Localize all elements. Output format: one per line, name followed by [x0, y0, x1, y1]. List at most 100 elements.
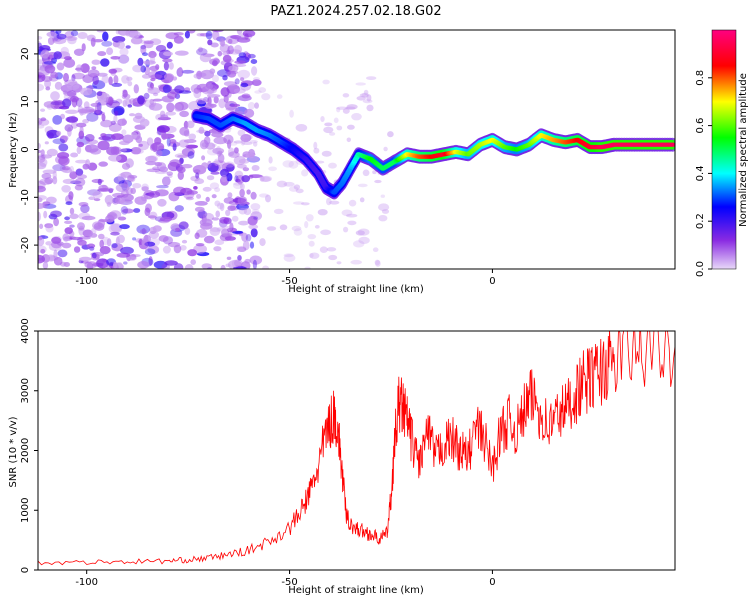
- x-tick-label: -100: [75, 577, 98, 588]
- heatmap-noise-cell: [351, 113, 362, 121]
- heatmap-noise-cell: [91, 178, 104, 184]
- heatmap-noise-cell: [144, 207, 151, 217]
- heatmap-noise-cell: [127, 81, 133, 87]
- heatmap-noise-cell: [134, 112, 143, 120]
- heatmap-noise-cell: [42, 203, 57, 209]
- heatmap-noise-cell: [38, 257, 43, 261]
- heatmap-noise-cell: [245, 151, 255, 158]
- heatmap-noise-cell: [265, 194, 271, 203]
- heatmap-noise-cell: [64, 227, 73, 235]
- heatmap-noise-cell: [387, 131, 394, 138]
- heatmap-noise-cell: [110, 56, 121, 60]
- heatmap-noise-cell: [173, 32, 184, 36]
- heatmap-noise-cell: [129, 98, 136, 105]
- heatmap-noise-cell: [247, 53, 256, 59]
- heatmap-noise-cell: [69, 96, 79, 103]
- heatmap-noise-cell: [193, 169, 201, 174]
- heatmap-noise-cell: [82, 119, 89, 124]
- heatmap-noise-cell: [253, 77, 260, 81]
- heatmap-noise-cell: [162, 58, 173, 63]
- heatmap-noise-cell: [150, 74, 163, 79]
- heatmap-noise-cell: [342, 93, 350, 98]
- heatmap-noise-cell: [130, 131, 138, 139]
- heatmap-noise-cell: [106, 238, 112, 247]
- heatmap-noise-cell: [193, 186, 198, 190]
- heatmap-noise-cell: [207, 160, 212, 168]
- heatmap-noise-cell: [233, 88, 246, 94]
- heatmap-noise-cell: [89, 246, 95, 251]
- heatmap-noise-cell: [145, 203, 152, 213]
- heatmap-noise-cell: [46, 254, 56, 262]
- heatmap-noise-cell: [165, 111, 177, 116]
- heatmap-noise-cell: [83, 101, 90, 109]
- heatmap-noise-cell: [178, 67, 183, 75]
- heatmap-noise-cell: [374, 179, 382, 184]
- heatmap-noise-cell: [77, 32, 88, 39]
- heatmap-noise-cell: [212, 30, 220, 41]
- heatmap-noise-cell: [148, 191, 161, 198]
- heatmap-noise-cell: [259, 175, 265, 182]
- heatmap-noise-cell: [75, 67, 82, 71]
- heatmap-noise-cell: [177, 171, 184, 180]
- heatmap-noise-cell: [319, 246, 328, 253]
- heatmap-noise-cell: [63, 135, 69, 141]
- heatmap-noise-cell: [146, 168, 161, 173]
- heatmap-noise-cell: [222, 51, 230, 56]
- heatmap-noise-cell: [78, 225, 85, 236]
- heatmap-noise-cell: [362, 169, 370, 177]
- heatmap-noise-cell: [346, 137, 351, 143]
- heatmap-noise-cell: [133, 84, 139, 94]
- heatmap-noise-cell: [366, 76, 377, 80]
- heatmap-noise-cell: [38, 36, 43, 40]
- heatmap-noise-cell: [293, 201, 305, 205]
- heatmap-noise-cell: [228, 65, 236, 72]
- heatmap-noise-cell: [119, 224, 130, 230]
- heatmap-noise-cell: [220, 230, 229, 235]
- heatmap-noise-cell: [233, 140, 244, 144]
- heatmap-noise-cell: [240, 82, 249, 88]
- heatmap-noise-cell: [241, 232, 249, 242]
- heatmap-noise-cell: [225, 209, 231, 216]
- heatmap-noise-cell: [62, 233, 70, 242]
- heatmap-noise-cell: [213, 246, 222, 252]
- heatmap-noise-cell: [127, 104, 133, 108]
- heatmap-noise-cell: [153, 92, 159, 97]
- heatmap-noise-cell: [251, 66, 258, 76]
- heatmap-noise-cell: [108, 154, 122, 162]
- heatmap-noise-cell: [329, 132, 336, 136]
- heatmap-noise-cell: [61, 185, 71, 193]
- heatmap-noise-cell: [184, 30, 190, 39]
- heatmap-noise-cell: [178, 90, 192, 94]
- heatmap-noise-cell: [249, 255, 263, 265]
- heatmap-noise-cell: [88, 196, 96, 200]
- heatmap-noise-cell: [137, 261, 150, 269]
- heatmap-noise-cell: [85, 144, 99, 153]
- heatmap-noise-cell: [69, 165, 74, 174]
- heatmap-noise-cell: [162, 245, 171, 254]
- heatmap-noise-cell: [209, 227, 222, 233]
- heatmap-noise-cell: [38, 203, 45, 209]
- heatmap-noise-cell: [75, 64, 83, 73]
- heatmap-noise-cell: [50, 91, 60, 101]
- heatmap-noise-cell: [226, 84, 241, 95]
- heatmap-noise-cell: [222, 75, 228, 81]
- heatmap-noise-cell: [196, 83, 210, 93]
- heatmap-noise-cell: [321, 150, 332, 157]
- heatmap-noise-cell: [309, 252, 320, 259]
- heatmap-noise-cell: [218, 98, 226, 109]
- heatmap-noise-cell: [237, 129, 246, 137]
- heatmap-noise-cell: [224, 236, 236, 241]
- heatmap-noise-cell: [190, 259, 196, 265]
- heatmap-noise-cell: [276, 94, 283, 99]
- heatmap-noise-cell: [108, 123, 122, 132]
- y-tick-label: -20: [20, 237, 31, 253]
- heatmap-noise-cell: [174, 50, 189, 56]
- heatmap-noise-cell: [122, 89, 128, 98]
- snr-y-axis-label: SNR (10 * v/v): [8, 416, 19, 487]
- heatmap-noise-cell: [346, 104, 358, 110]
- heatmap-noise-cell: [249, 140, 258, 144]
- heatmap-noise-cell: [84, 261, 98, 269]
- heatmap-noise-cell: [204, 130, 211, 137]
- heatmap-noise-cell: [226, 256, 232, 260]
- colorbar-tick-label: 0.2: [695, 213, 706, 229]
